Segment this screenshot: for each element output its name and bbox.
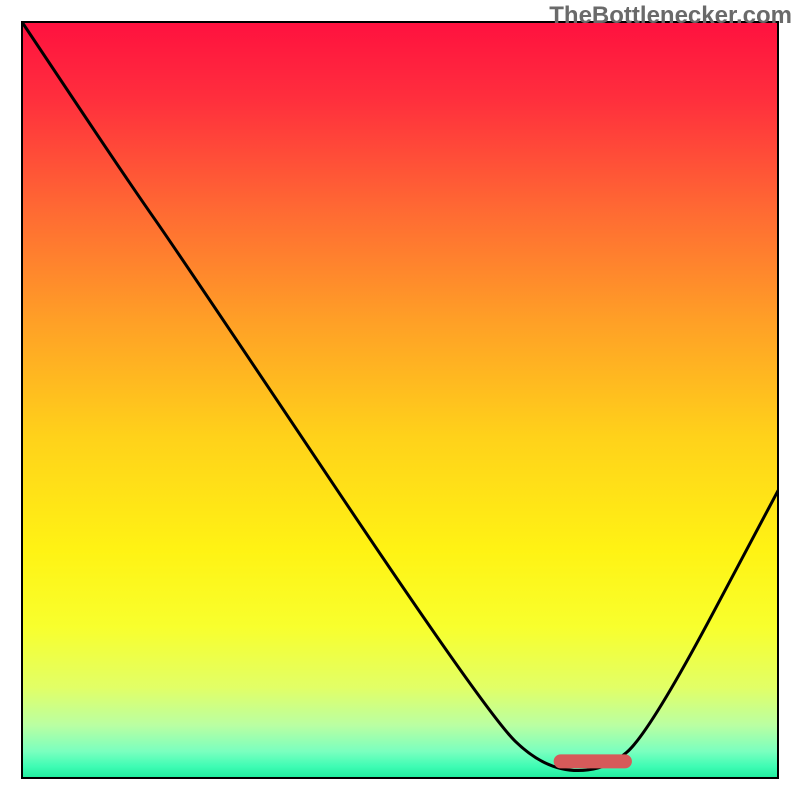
bottleneck-chart: TheBottlenecker.com (0, 0, 800, 800)
chart-svg (0, 0, 800, 800)
chart-gradient-bg (22, 22, 778, 778)
watermark-text: TheBottlenecker.com (549, 2, 792, 30)
